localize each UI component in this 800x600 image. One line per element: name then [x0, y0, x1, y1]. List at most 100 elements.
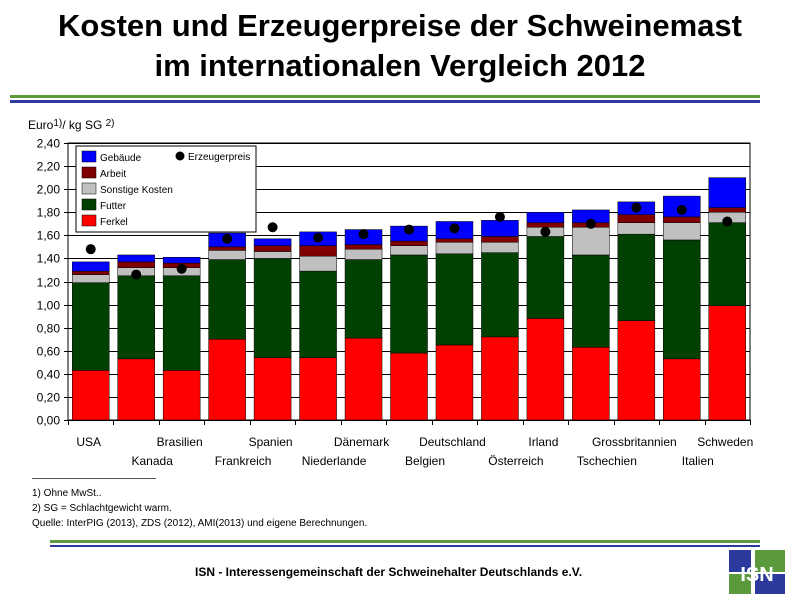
bar-segment [617, 214, 656, 223]
bar-segment [708, 305, 747, 421]
x-tick-label: Spanien [249, 435, 293, 449]
bar-segment [208, 338, 246, 421]
legend-label: Arbeit [100, 169, 126, 180]
bar-segment [617, 320, 656, 421]
price-point [540, 226, 551, 237]
stacked-bar-chart: 0,00 0,20 0,40 0,60 0,80 1,00 1,20 1,40 1,60 1,80… [37, 137, 754, 469]
x-tick-label: Dänemark [334, 435, 390, 449]
bar-segment [617, 222, 656, 235]
footer-rule-green [50, 540, 760, 543]
footer-rule-blue [50, 545, 760, 547]
bar-segment [617, 233, 656, 321]
bar-segment [344, 244, 383, 250]
x-tick-label: Frankreich [215, 454, 272, 468]
y-tick-label: 0,20 [37, 391, 61, 405]
x-tick-label: Tschechien [577, 454, 637, 468]
bar-segment [526, 212, 565, 223]
bar-segment [71, 282, 110, 371]
bar-segment [71, 270, 110, 275]
legend-swatch [81, 150, 97, 163]
bar-segment [344, 337, 383, 421]
bar-segment [708, 207, 747, 213]
bar-segment [435, 242, 474, 255]
bar-segment [208, 246, 246, 251]
x-tick-label: Österreich [488, 454, 543, 468]
x-tick-label: Brasilien [157, 435, 203, 449]
y-tick-label: 2,20 [37, 160, 61, 174]
legend-price-marker [175, 151, 185, 161]
bar-segment [253, 258, 292, 358]
bar-segment [117, 254, 155, 263]
y-tick-label: 0,80 [37, 322, 61, 336]
footnote-source: Quelle: InterPIG (2013), ZDS (2012), AMI… [32, 518, 368, 529]
price-point [676, 204, 687, 215]
y-tick-label: 0,00 [37, 414, 61, 428]
x-tick-label: USA [76, 435, 101, 449]
bar-segment [481, 252, 519, 338]
title-line-2: im internationalen Vergleich 2012 [154, 48, 646, 83]
bar-segment [208, 259, 246, 340]
bar-segment [299, 245, 337, 257]
bar-segment [390, 352, 428, 421]
y-tick-label: 1,20 [37, 276, 61, 290]
footnote-2: 2) SG = Schlachtgewicht warm. [32, 503, 172, 514]
x-tick-label: Grossbritannien [592, 435, 677, 449]
bar-segment [390, 240, 428, 246]
footnote-rule [32, 478, 156, 479]
x-tick-label: Italien [682, 454, 714, 468]
legend-box [75, 145, 257, 233]
bar-segment [253, 238, 292, 246]
bar-segment [663, 222, 701, 241]
title-line-1: Kosten und Erzeugerpreise der Schweinema… [58, 8, 742, 43]
bar-segment [435, 238, 474, 243]
price-point [85, 244, 96, 255]
legend-swatch [81, 214, 97, 227]
legend-label: Sonstige Kosten [100, 185, 173, 196]
y-tick-label: 1,80 [37, 206, 61, 220]
legend-price-label: Erzeugerpreis [188, 152, 250, 163]
bar-segment [162, 257, 201, 264]
y-tick-label: 2,40 [37, 137, 61, 151]
bar-segment [481, 236, 519, 243]
price-point [631, 202, 642, 213]
bar-segment [708, 222, 747, 306]
bar-segment [117, 358, 155, 421]
footnotes: 1) Ohne MwSt.. 2) SG = Schlachtgewicht w… [32, 486, 367, 531]
legend-label: Futter [100, 201, 127, 212]
y-tick-label: 1,60 [37, 229, 61, 243]
unit-main: Euro [28, 118, 54, 132]
y-tick-label: 0,40 [37, 368, 61, 382]
y-tick-label: 2,00 [37, 183, 61, 197]
bar-segment [253, 357, 292, 421]
bar-segment [526, 318, 565, 421]
price-point [449, 223, 460, 234]
bar-segment [481, 336, 519, 421]
bar-segment [253, 251, 292, 259]
bar-segment [481, 220, 519, 237]
x-tick-label: Deutschland [419, 435, 486, 449]
unit-sup-2: 2) [105, 118, 115, 129]
x-tick-label: Irland [528, 435, 558, 449]
bar-segment [344, 259, 383, 339]
bar-segment [344, 248, 383, 260]
bar-segment [663, 239, 701, 360]
bar-segment [663, 216, 701, 223]
legend-swatch [81, 182, 97, 195]
bar-segment [572, 254, 610, 348]
price-point [267, 222, 278, 233]
price-point [176, 263, 187, 274]
bar-segment [162, 275, 201, 371]
bar-segment [435, 344, 474, 421]
unit-mid: / kg SG [62, 118, 106, 132]
price-point [131, 269, 142, 280]
title-rule-blue [10, 100, 760, 103]
bar-segment [71, 370, 110, 421]
x-tick-label: Kanada [132, 454, 174, 468]
bar-segment [162, 370, 201, 421]
footer-organization: ISN - Interessengemeinschaft der Schwein… [195, 565, 583, 579]
price-point [358, 229, 369, 240]
footnote-1: 1) Ohne MwSt.. [32, 488, 102, 499]
chart-title: Kosten und Erzeugerpreise der Schweinema… [0, 6, 800, 86]
y-axis-unit-label: Euro1)/ kg SG 2) [28, 118, 115, 132]
bar-segment [299, 357, 337, 421]
